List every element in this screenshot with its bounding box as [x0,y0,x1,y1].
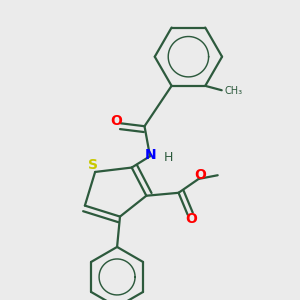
Text: H: H [164,151,173,164]
Text: O: O [185,212,197,226]
Text: CH₃: CH₃ [225,86,243,96]
Text: S: S [88,158,98,172]
Text: O: O [195,167,206,182]
Text: N: N [145,148,157,163]
Text: O: O [110,115,122,128]
